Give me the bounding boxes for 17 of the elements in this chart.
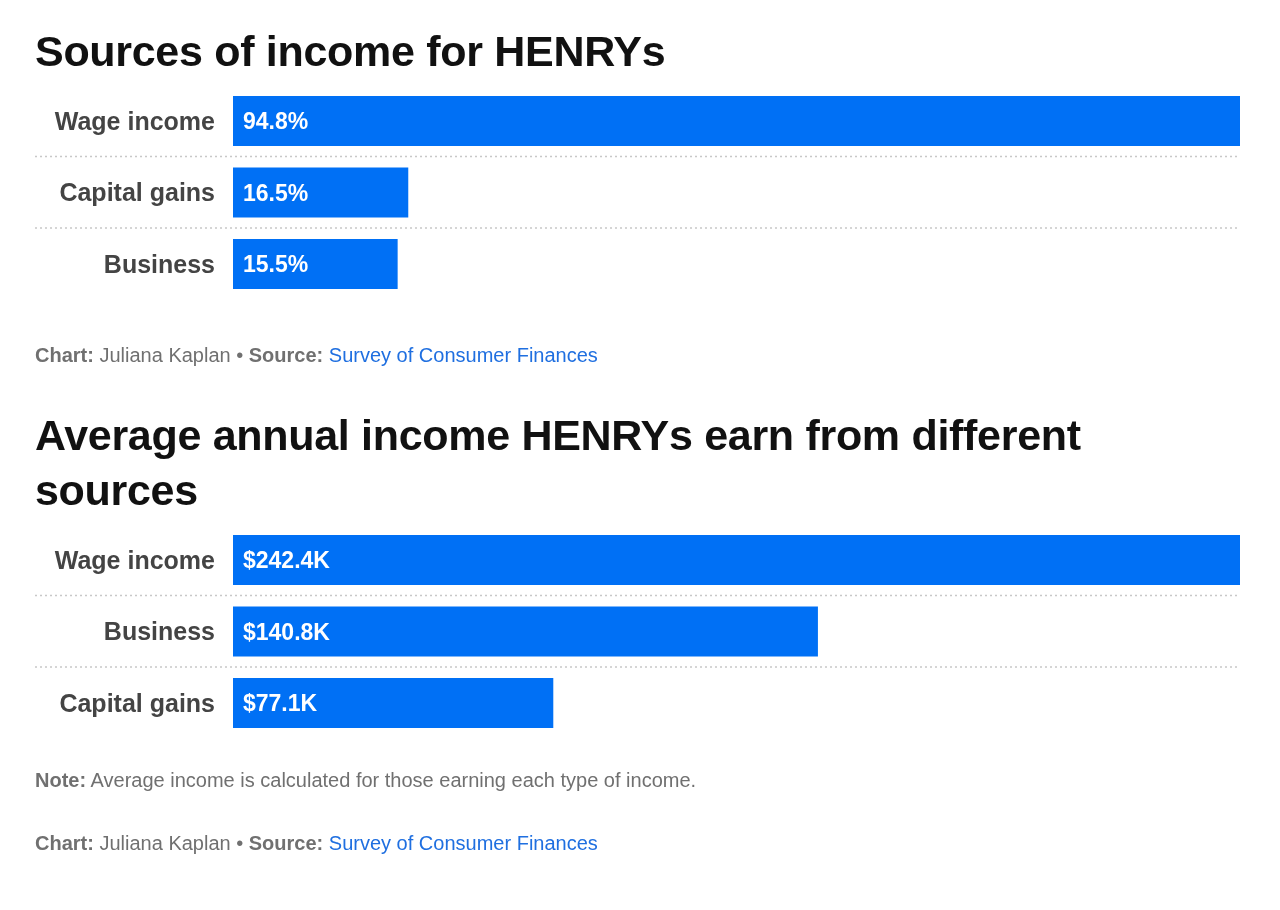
y-tick-label: Capital gains	[59, 178, 215, 207]
y-tick-label: Wage income	[54, 106, 216, 135]
text: Note: Average income is calculated for those earning each type of income.	[35, 769, 697, 791]
data-label: $242.4K	[243, 546, 331, 573]
y-tick-label: Business	[103, 616, 215, 645]
text: Chart: Juliana Kaplan • Source: Survey of Consumer Finances	[35, 343, 598, 366]
data-label: 16.5%	[243, 179, 309, 206]
data-label: 15.5%	[243, 251, 309, 277]
chart-title: Sources of income for HENRYs	[34, 26, 667, 77]
chart-title: Average annual income HENRYs earn from different sources	[34, 409, 1082, 516]
y-tick-label: Capital gains	[59, 688, 215, 717]
text: Chart: Juliana Kaplan • Source: Survey of Consumer Finances	[35, 832, 598, 854]
data-label: $77.1K	[243, 689, 318, 716]
data-label: $140.8K	[243, 618, 331, 644]
data-label: 94.8%	[243, 108, 309, 134]
y-tick-label: Business	[103, 249, 215, 278]
y-tick-label: Wage income	[54, 545, 216, 574]
